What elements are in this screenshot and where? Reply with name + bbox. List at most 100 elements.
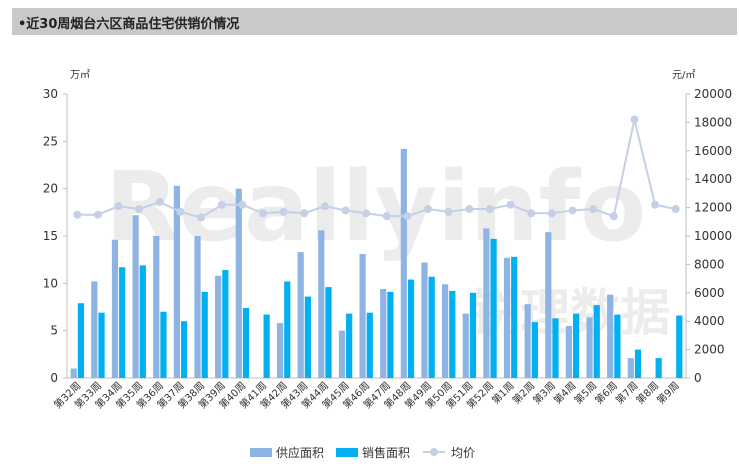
bar-supply — [338, 330, 346, 378]
price-point — [671, 205, 680, 214]
bar-supply — [442, 284, 449, 378]
bar-supply — [421, 262, 428, 378]
price-point — [93, 210, 102, 219]
price-point — [527, 209, 536, 218]
price-point — [609, 212, 618, 221]
bar-sales — [119, 267, 126, 378]
bar-supply — [194, 236, 201, 378]
left-tick-label: 15 — [43, 229, 58, 243]
bar-sales — [139, 265, 146, 378]
bar-sales — [634, 349, 642, 378]
price-point — [382, 212, 391, 221]
price-point — [73, 210, 82, 219]
bar-sales — [573, 313, 580, 378]
bar-sales — [304, 296, 311, 378]
right-tick-label: 12000 — [694, 201, 732, 215]
right-tick-label: 10000 — [694, 229, 732, 243]
bar-sales — [511, 256, 518, 378]
price-point — [197, 213, 206, 222]
bar-supply — [132, 215, 139, 378]
right-axis-unit: 元/㎡ — [672, 69, 695, 81]
left-tick-label: 0 — [50, 371, 58, 385]
bar-supply — [586, 317, 593, 378]
legend-price-marker — [430, 448, 438, 456]
bar-sales — [449, 290, 456, 378]
x-category-label: 第2周 — [510, 379, 538, 407]
bar-supply — [627, 358, 634, 378]
bar-sales — [242, 307, 250, 378]
legend-sales-label: 销售面积 — [362, 445, 410, 460]
price-point — [320, 202, 329, 211]
bar-sales — [469, 292, 477, 378]
bar-sales — [201, 291, 208, 378]
right-tick-label: 6000 — [694, 286, 725, 300]
bar-supply — [607, 294, 614, 378]
left-tick-label: 20 — [43, 182, 58, 196]
price-point — [651, 200, 660, 209]
price-point — [238, 200, 247, 209]
bar-sales — [593, 305, 600, 378]
bar-supply — [70, 368, 77, 378]
bar-supply — [380, 289, 387, 378]
x-category-label: 第1周 — [489, 379, 517, 407]
price-point — [362, 209, 371, 218]
bar-supply — [400, 148, 407, 378]
price-point — [114, 202, 123, 211]
bar-supply — [235, 188, 242, 378]
chart-title: •近30周烟台六区商品住宅供销价情况 — [18, 17, 240, 32]
price-point — [300, 209, 309, 218]
left-tick-label: 30 — [43, 87, 58, 101]
left-tick-label: 10 — [43, 276, 58, 290]
bar-supply — [524, 304, 531, 378]
bar-sales — [325, 287, 332, 378]
price-point — [135, 205, 144, 214]
price-point — [424, 205, 433, 214]
bar-sales — [180, 321, 188, 378]
price-point — [485, 205, 494, 214]
legend-supply-swatch — [250, 448, 272, 457]
price-point — [506, 200, 515, 209]
right-tick-label: 18000 — [694, 115, 732, 129]
right-tick-label: 0 — [694, 371, 702, 385]
bar-sales — [284, 281, 291, 378]
bar-supply — [545, 232, 552, 378]
bar-sales — [676, 315, 683, 378]
bar-supply — [297, 252, 304, 378]
bar-sales — [77, 303, 85, 378]
price-point — [444, 207, 453, 216]
price-point — [547, 209, 556, 218]
bar-sales — [387, 291, 394, 378]
price-point — [155, 197, 164, 206]
bar-sales — [222, 270, 229, 378]
right-tick-label: 16000 — [694, 144, 732, 158]
price-point — [341, 206, 350, 215]
bar-sales — [428, 276, 435, 378]
x-category-label: 第3周 — [530, 379, 558, 407]
bar-sales — [98, 312, 105, 378]
legend-price-label: 均价 — [451, 446, 475, 460]
title-bar: •近30周烟台六区商品住宅供销价情况 — [12, 8, 737, 35]
bar-supply — [359, 253, 366, 378]
left-tick-label: 5 — [50, 324, 58, 338]
price-point — [589, 205, 598, 214]
bar-sales — [655, 358, 662, 378]
x-category-label: 第9周 — [654, 379, 682, 407]
x-category-label: 第4周 — [551, 379, 579, 407]
price-point — [465, 205, 474, 214]
right-tick-label: 14000 — [694, 172, 732, 186]
price-point — [259, 209, 268, 218]
x-category-label: 第6周 — [592, 379, 620, 407]
x-category-label: 第7周 — [613, 379, 641, 407]
bar-sales — [366, 312, 373, 378]
x-category-label: 第8周 — [633, 379, 661, 407]
legend-supply-label: 供应面积 — [276, 445, 324, 460]
bar-sales — [346, 313, 353, 378]
bar-supply — [462, 313, 469, 378]
right-tick-label: 4000 — [694, 314, 725, 328]
bar-supply — [318, 230, 325, 378]
price-point — [630, 115, 639, 124]
bar-supply — [91, 281, 98, 378]
bar-sales — [614, 314, 621, 378]
left-axis-unit: 万㎡ — [70, 69, 90, 81]
